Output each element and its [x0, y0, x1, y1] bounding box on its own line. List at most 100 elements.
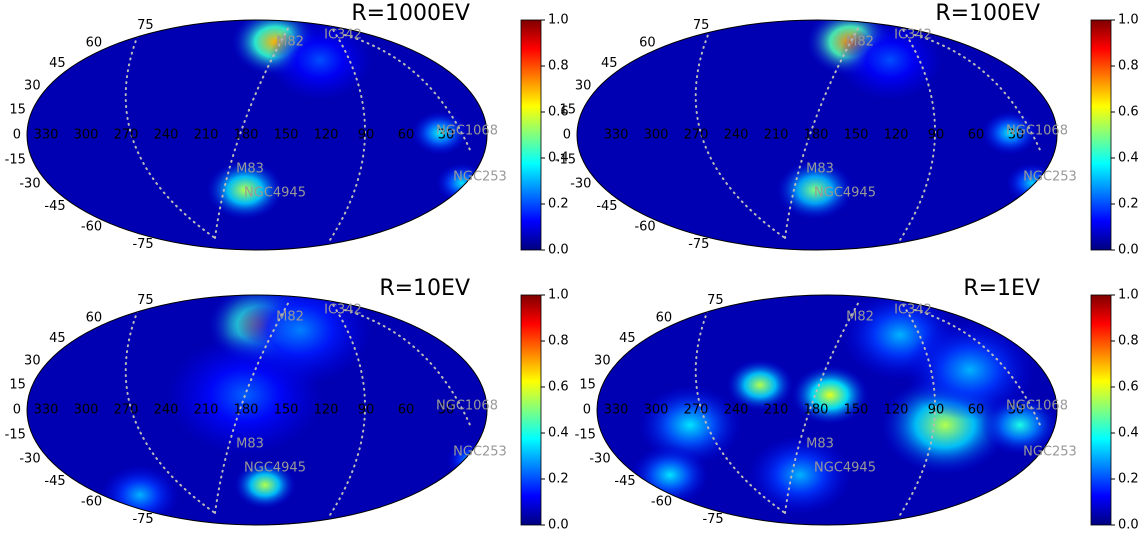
lon-label: 60 — [398, 128, 415, 143]
sky-panel: 330 300 270 240 210 180 150 120 90 60 307560453015… — [5, 276, 569, 533]
sky-map — [124, 20, 487, 241]
lat-label: 0 — [583, 403, 591, 418]
colorbar-tick-label: 0.4 — [1118, 151, 1139, 166]
source-label: NGC1068 — [1006, 399, 1068, 414]
colorbar-tick-label: 1.0 — [548, 288, 569, 303]
lat-label: -15 — [5, 427, 26, 442]
source-label: NGC4945 — [244, 461, 306, 476]
lat-label: 45 — [619, 331, 636, 346]
intensity-blob — [791, 365, 869, 425]
source-label: M83 — [806, 437, 834, 452]
lat-label: 15 — [9, 378, 26, 393]
colorbar-tick-label: 0.8 — [1118, 334, 1139, 349]
lat-label: 75 — [707, 293, 724, 308]
lat-label: 75 — [137, 18, 154, 33]
lon-label: 90 — [928, 128, 945, 143]
colorbar-tick-label: 0.2 — [1118, 197, 1139, 212]
lat-label: -75 — [688, 237, 709, 252]
lon-label: 210 — [194, 128, 219, 143]
lat-label: 15 — [9, 103, 26, 118]
lon-label: 210 — [764, 128, 789, 143]
sky-map — [101, 295, 487, 525]
lat-label: 75 — [137, 293, 154, 308]
lon-label: 120 — [314, 403, 339, 418]
colorbar — [520, 294, 542, 526]
lon-label: 120 — [314, 128, 339, 143]
lat-label: 60 — [639, 35, 656, 50]
guide-curve — [329, 299, 366, 516]
source-label: M82 — [846, 35, 874, 50]
lat-label: 60 — [656, 310, 673, 325]
guide-curve — [784, 299, 861, 514]
lat-label: 15 — [579, 378, 596, 393]
source-label: M83 — [236, 162, 264, 177]
intensity-blob — [748, 435, 852, 515]
lon-label: 150 — [844, 128, 869, 143]
colorbar-tick-label: 0.6 — [548, 380, 569, 395]
colorbar-tick-label: 0.0 — [548, 243, 569, 258]
source-label: NGC1068 — [436, 399, 498, 414]
lat-label: -60 — [81, 220, 102, 235]
lon-label: 60 — [398, 403, 415, 418]
lat-label: -60 — [634, 220, 655, 235]
lat-label: -15 — [555, 152, 576, 167]
sky-outline — [576, 19, 1058, 251]
colorbar-tick-label: 0.0 — [1118, 243, 1139, 258]
lat-label: -30 — [19, 176, 40, 191]
lon-label: 330 — [604, 403, 629, 418]
colorbar-tick-label: 0.4 — [548, 426, 569, 441]
lat-label: 60 — [86, 310, 103, 325]
guide-curve — [124, 29, 216, 239]
lat-label: -15 — [575, 427, 596, 442]
lat-label: -45 — [44, 474, 65, 489]
lat-label: 0 — [13, 403, 21, 418]
lon-label: 210 — [764, 403, 789, 418]
lat-label: -75 — [132, 237, 153, 252]
source-label: IC342 — [894, 28, 932, 43]
lon-label: 300 — [644, 128, 669, 143]
colorbar-tick-label: 0.8 — [1118, 59, 1139, 74]
colorbar-tick-label: 1.0 — [1118, 13, 1139, 28]
lat-label: -75 — [702, 512, 723, 527]
colorbar — [520, 19, 542, 251]
lon-label: 120 — [884, 403, 909, 418]
source-label: NGC253 — [453, 170, 507, 185]
sky-background — [27, 20, 487, 250]
lon-label: 150 — [274, 403, 299, 418]
lon-label: 90 — [928, 403, 945, 418]
colorbar-tick-label: 0.4 — [548, 151, 569, 166]
colorbar-tick-label: 0.6 — [1118, 380, 1139, 395]
source-label: IC342 — [324, 28, 362, 43]
intensity-blob — [411, 111, 469, 155]
guide-curve — [214, 24, 291, 239]
lon-label: 180 — [234, 128, 259, 143]
intensity-blob — [726, 359, 794, 411]
source-label: IC342 — [324, 303, 362, 318]
lat-label: -15 — [5, 152, 26, 167]
source-label: NGC1068 — [436, 124, 498, 139]
colorbar — [1090, 19, 1112, 251]
guide-curve — [124, 304, 216, 514]
guide-curve — [344, 309, 471, 426]
intensity-blob — [228, 295, 372, 385]
source-label: NGC4945 — [814, 461, 876, 476]
colorbar-tick-label: 0.0 — [548, 518, 569, 533]
intensity-blob — [838, 20, 942, 100]
panel-title: R=10EV — [379, 276, 470, 301]
guide-curve — [899, 299, 936, 516]
source-label: M82 — [276, 35, 304, 50]
lat-label: 60 — [86, 35, 103, 50]
sky-map — [694, 20, 1057, 241]
colorbar-tick-label: 0.0 — [1118, 518, 1139, 533]
lon-label: 30 — [438, 403, 455, 418]
guide-curve — [214, 299, 291, 514]
lat-label: 30 — [575, 79, 592, 94]
lat-label: 15 — [560, 103, 577, 118]
source-label: NGC4945 — [244, 186, 306, 201]
lat-label: 0 — [563, 128, 571, 143]
guide-curve — [694, 304, 786, 514]
sky-panel: 330 300 270 240 210 180 150 120 90 60 307560453015… — [5, 1, 569, 258]
guide-curve — [329, 24, 366, 241]
lon-label: 270 — [684, 403, 709, 418]
